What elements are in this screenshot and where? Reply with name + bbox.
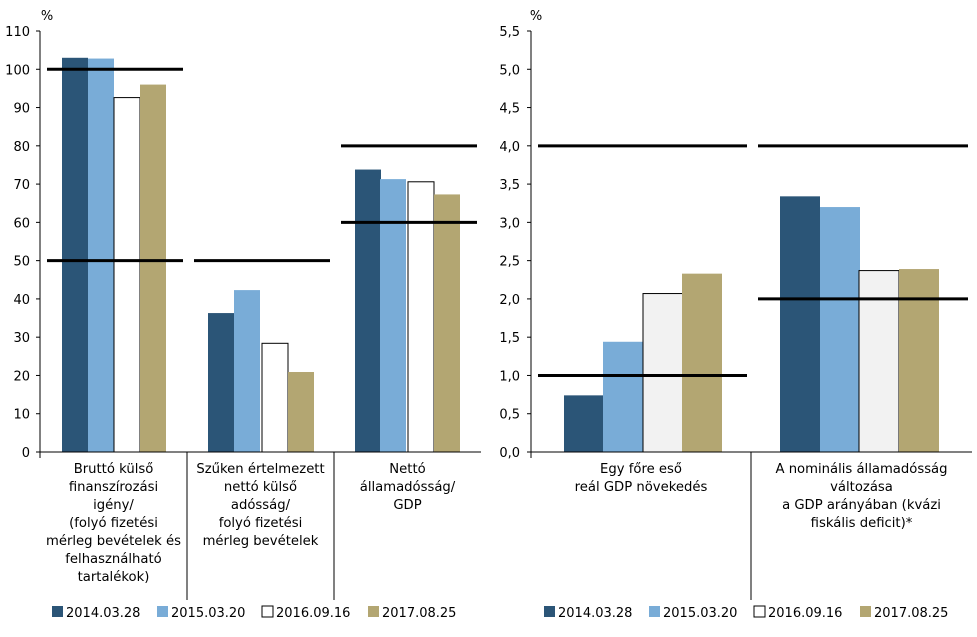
chart1-legend-swatch: [52, 606, 63, 617]
chart1-category-label: GDP: [393, 498, 421, 513]
chart1-ytick-label: 30: [13, 331, 30, 346]
chart2-legend-label: 2017.08.25: [874, 606, 948, 621]
chart1-category-label: tartalékok): [78, 569, 150, 585]
chart1-category-label: igény/: [93, 497, 134, 513]
chart1-bar-2014.03.28-cat2: [208, 313, 234, 452]
chart2-category-label: A nominális államadósság: [775, 461, 947, 477]
chart2-category-label: Egy főre eső: [600, 461, 682, 477]
chart2-ytick-label: 0,5: [499, 408, 520, 423]
chart1-ytick-label: 110: [5, 25, 30, 40]
chart1-ytick-label: 70: [13, 178, 30, 193]
chart2-bar-2016.09.16-cat1: [642, 293, 684, 453]
chart1-ytick-label: 0: [22, 446, 30, 461]
chart2-ytick-label: 4,5: [499, 102, 520, 117]
chart1-legend-label: 2016.09.16: [276, 606, 350, 621]
chart2-bar-2014.03.28-cat1: [564, 395, 604, 452]
chart1-ytick-label: 60: [13, 216, 30, 231]
chart2-legend-label: 2016.09.16: [768, 606, 842, 621]
chart1-category-label: adósság/: [231, 497, 291, 513]
chart1-ytick-label: 100: [5, 63, 30, 78]
chart1-ytick-label: 20: [13, 369, 30, 384]
chart2-unit-label: %: [530, 9, 542, 24]
chart1-bar-2015.03.20-cat3: [380, 179, 406, 452]
chart1-category-label: mérleg bevételek: [203, 533, 319, 549]
chart1-category-label: államadósság/: [360, 479, 456, 495]
chart2-ytick-label: 5,0: [499, 63, 520, 78]
chart2-bar-2015.03.20-cat2: [820, 207, 860, 452]
chart2-bar-2016.09.16-cat2: [858, 270, 900, 453]
chart2-ytick-label: 3,0: [499, 216, 520, 231]
chart2-legend-label: 2015.03.20: [663, 606, 737, 621]
chart2-legend-label: 2014.03.28: [558, 606, 632, 621]
chart1-bar-2015.03.20-cat2: [234, 290, 260, 452]
chart1-ytick-label: 80: [13, 140, 30, 155]
chart2-legend-swatch: [860, 606, 871, 617]
chart1-bar-2014.03.28-cat1: [62, 57, 88, 453]
chart1-ytick-label: 10: [13, 408, 30, 423]
chart2-bar-2017.08.25-cat2: [899, 269, 939, 452]
chart1-legend-label: 2015.03.20: [171, 606, 245, 621]
chart1-category-label: nettó külső: [224, 479, 297, 495]
chart1-category-label: Bruttó külső: [74, 461, 154, 477]
chart1-legend-swatch: [368, 606, 379, 617]
chart1-bar-2017.08.25-cat2: [288, 372, 314, 452]
chart1-legend-label: 2014.03.28: [66, 606, 140, 621]
chart1-bar-2015.03.20-cat1: [88, 58, 114, 452]
chart1-legend-swatch: [157, 606, 168, 617]
chart2-ytick-label: 1,0: [499, 369, 520, 384]
chart1-bar-2016.09.16-cat2: [261, 342, 289, 453]
chart2-bar-2017.08.25-cat1: [682, 273, 722, 452]
chart2-ytick-label: 0,0: [499, 446, 520, 461]
chart2-category-label: változása: [830, 479, 893, 495]
chart2-legend-swatch: [649, 606, 660, 617]
chart1-bar-2016.09.16-cat3: [407, 181, 435, 453]
chart2-ytick-label: 2,5: [499, 255, 520, 270]
chart1-bar-2017.08.25-cat3: [434, 194, 460, 452]
chart1-legend-label: 2017.08.25: [382, 606, 456, 621]
chart2-ytick-label: 2,0: [499, 293, 520, 308]
chart1-category-label: folyó fizetési: [219, 515, 303, 531]
chart1-ytick-label: 50: [13, 255, 30, 270]
chart2-category-label: reál GDP növekedés: [575, 479, 708, 495]
chart2-ytick-label: 4,0: [499, 140, 520, 155]
chart1-bar-2014.03.28-cat3: [355, 169, 381, 452]
chart2-bar-2015.03.20-cat1: [603, 341, 643, 452]
chart1-category-label: Nettó: [389, 461, 425, 477]
chart1-category-label: mérleg bevételek és: [46, 533, 181, 549]
chart1-ytick-label: 90: [13, 102, 30, 117]
chart1-category-label: (folyó fizetési: [69, 515, 158, 531]
chart1-bar-2017.08.25-cat1: [140, 84, 166, 452]
chart2-legend-swatch: [544, 606, 555, 617]
chart1-category-label: Szűken értelmezett: [196, 461, 324, 477]
chart2-bar-2014.03.28-cat2: [780, 196, 820, 452]
chart2-ytick-label: 3,5: [499, 178, 520, 193]
chart1-legend-swatch: [261, 605, 274, 618]
chart2-legend-swatch: [753, 605, 766, 618]
chart1-category-label: felhasználható: [65, 551, 161, 567]
chart2-ytick-label: 5,5: [499, 25, 520, 40]
chart2-ytick-label: 1,5: [499, 331, 520, 346]
chart1-category-label: finanszírozási: [69, 479, 158, 495]
chart2-category-label: fiskális deficit)*: [811, 515, 913, 531]
chart2-category-label: a GDP arányában (kvázi: [782, 497, 941, 513]
chart1-unit-label: %: [41, 9, 53, 24]
chart1-bar-2016.09.16-cat1: [113, 97, 141, 453]
chart1-ytick-label: 40: [13, 293, 30, 308]
